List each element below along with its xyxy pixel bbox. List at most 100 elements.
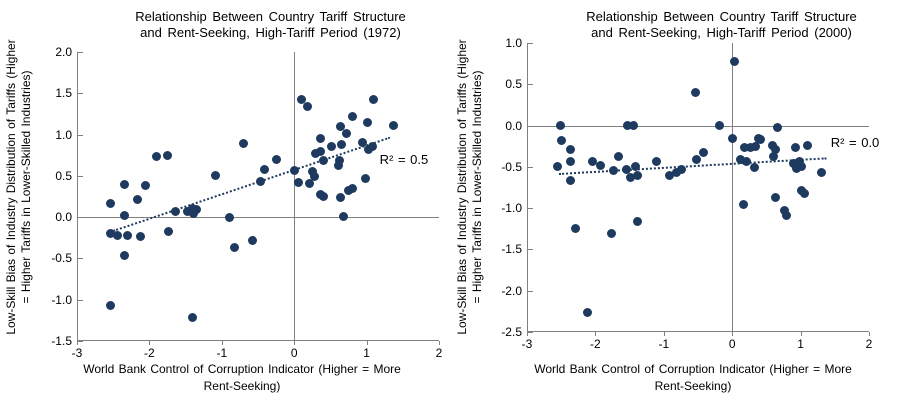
data-point (307, 167, 317, 177)
x-tick-label: -1 (216, 346, 228, 360)
data-point (315, 134, 325, 144)
data-point (795, 157, 805, 167)
data-point (304, 178, 314, 188)
data-point (120, 251, 130, 261)
data-point (136, 231, 146, 241)
data-point (691, 88, 701, 98)
y-tick-mark (78, 217, 83, 219)
data-point (556, 121, 566, 131)
data-point (754, 134, 764, 144)
data-point (742, 156, 752, 166)
data-point (633, 171, 643, 181)
chart-title-line-2: and Rent-Seeking, High-Tariff Period (19… (140, 24, 401, 40)
data-point (260, 164, 270, 174)
data-point (210, 171, 220, 181)
data-point (388, 120, 398, 130)
data-point (788, 159, 798, 169)
data-point (622, 164, 632, 174)
data-point (797, 162, 807, 172)
data-point (790, 142, 800, 152)
x-tick-label: 1 (797, 337, 804, 351)
data-point (664, 170, 674, 180)
x-tick-mark (439, 341, 440, 345)
y-tick-mark (528, 290, 533, 292)
x-tick-mark (800, 332, 802, 336)
data-point (692, 154, 702, 164)
y-tick-mark (528, 249, 533, 251)
data-point (357, 137, 367, 147)
data-point (750, 163, 760, 173)
x-tick-mark (663, 332, 665, 336)
plot-area-2000: 1.0 0.5 0.0 -0.5 -1.0 -1.5 -2.0 -2.5 -3 -2 -1 0 1 2 R²… (501, 36, 879, 351)
data-point (310, 149, 320, 159)
y-tick-label: 0.0 (505, 118, 522, 133)
r-squared-label: R² = 0.0 (830, 134, 880, 150)
x-axis-line (527, 331, 869, 332)
y-axis-label-line-1: Low-Skill Bias of Industry Distribution … (4, 39, 18, 335)
data-point (187, 312, 197, 322)
y-axis-line (527, 43, 528, 333)
x-tick-mark (221, 341, 223, 345)
data-point (633, 216, 643, 226)
y-tick-label: -1.0 (51, 292, 72, 307)
y-tick-label: -1.5 (501, 242, 522, 257)
chart-title-line-2: and Rent-Seeking, High-Tariff Period (20… (591, 24, 852, 40)
data-point (606, 229, 616, 239)
data-point (671, 168, 681, 178)
data-point (271, 154, 281, 164)
x-axis-label-line-1: World Bank Control of Corruption Indicat… (83, 362, 401, 376)
data-point (294, 177, 304, 187)
y-tick-label: 1.0 (55, 127, 72, 142)
data-point (348, 183, 358, 193)
y-axis-line (77, 52, 78, 342)
x-axis-label-line-2: Rent-Seeking) (654, 379, 732, 393)
data-point (588, 157, 598, 167)
y-tick-mark (78, 134, 83, 136)
x-axis-label-line-2: Rent-Seeking) (203, 379, 281, 393)
data-point (336, 121, 346, 131)
data-point (256, 177, 266, 187)
data-point (296, 95, 306, 105)
data-point (750, 141, 760, 151)
data-point (163, 226, 173, 236)
data-point (614, 151, 624, 161)
data-point (183, 206, 193, 216)
x-tick-mark (77, 341, 78, 345)
x-tick-label: -1 (658, 337, 670, 351)
x-axis-label-2000: World Bank Control of Corruption Indicat… (519, 361, 867, 395)
data-point (303, 101, 313, 111)
y-tick-label: 0.5 (55, 168, 72, 183)
x-tick-label: -3 (71, 346, 83, 360)
chart-title-line-1: Relationship Between Country Tariff Stru… (586, 9, 857, 24)
data-point (105, 229, 115, 239)
data-point (727, 134, 737, 144)
y-tick-mark (78, 175, 83, 177)
x-tick-label: 2 (435, 346, 443, 360)
y-tick-label: -1.0 (501, 201, 522, 216)
data-point (770, 192, 780, 202)
data-point (772, 122, 782, 132)
zero-line-horizontal (77, 217, 439, 219)
r-squared-label: R² = 0.5 (379, 152, 429, 168)
data-point (229, 243, 239, 253)
x-tick-label: 1 (363, 346, 370, 360)
data-point (309, 172, 319, 182)
data-point (817, 168, 827, 178)
zero-line-vertical (294, 52, 296, 341)
data-point (140, 181, 150, 191)
data-point (571, 224, 581, 234)
y-tick-label: 2.0 (55, 45, 72, 59)
x-tick-mark (869, 332, 870, 336)
data-point (746, 142, 756, 152)
x-axis-label-line-1: World Bank Control of Corruption Indicat… (534, 362, 852, 376)
x-axis-label-1972: World Bank Control of Corruption Indicat… (68, 361, 416, 395)
x-tick-label: -3 (521, 337, 533, 351)
data-point (802, 140, 812, 150)
data-point (341, 129, 351, 139)
data-point (582, 307, 592, 317)
x-axis-line (77, 340, 439, 341)
y-axis-label-2000: Low-Skill Bias of Industry Distribution … (455, 21, 485, 353)
y-tick-mark (528, 332, 533, 333)
data-point (677, 164, 687, 174)
y-tick-mark (528, 208, 533, 210)
